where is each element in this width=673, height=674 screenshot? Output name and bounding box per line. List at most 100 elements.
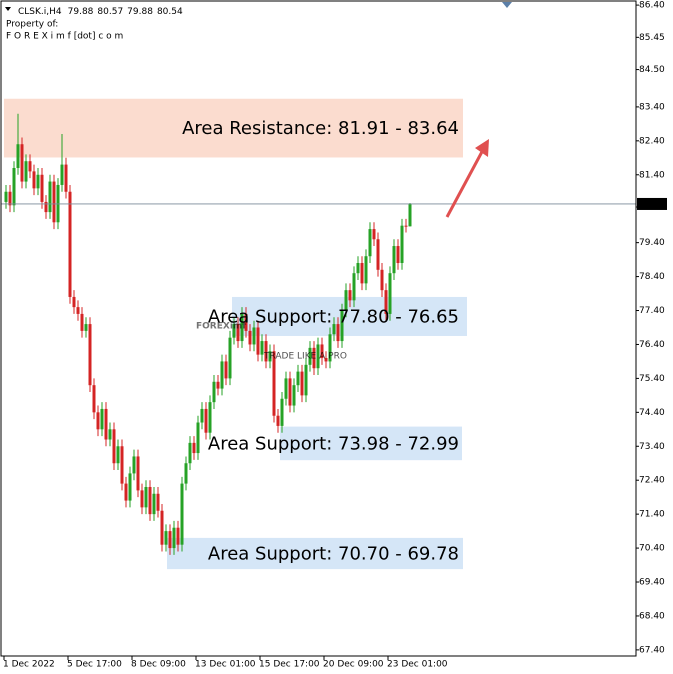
- y-tick-label: 74.40: [639, 408, 665, 418]
- y-tick-label: 77.40: [639, 306, 665, 316]
- zone-label: Area Support: 73.98 - 72.99: [208, 433, 459, 454]
- header-high: 80.57: [97, 7, 123, 17]
- price-label-box: [637, 197, 667, 210]
- candle-body: [20, 144, 24, 182]
- zone: [167, 537, 463, 570]
- y-tick-label: 81.40: [639, 170, 665, 180]
- candle-body: [32, 171, 36, 189]
- candle-body: [176, 527, 180, 545]
- candle-body: [192, 442, 196, 454]
- candle-body: [40, 174, 44, 202]
- candle-body: [144, 486, 148, 508]
- candle-body: [224, 361, 228, 379]
- candle-body: [300, 371, 304, 396]
- candle-body: [112, 429, 116, 464]
- candle-body: [244, 313, 248, 331]
- candle-body: [396, 246, 400, 264]
- y-tick-label: 75.40: [639, 374, 665, 384]
- candle-body: [156, 493, 160, 511]
- y-tick-label: 84.50: [639, 65, 665, 75]
- candle-body: [404, 225, 408, 227]
- y-tick-label: 68.40: [639, 611, 665, 621]
- candle-body: [340, 310, 344, 342]
- candle-body: [280, 398, 284, 426]
- candle-body: [216, 381, 220, 389]
- candle-body: [128, 473, 132, 501]
- candle-body: [68, 191, 72, 297]
- header-low: 79.88: [127, 7, 153, 17]
- candle-body: [400, 225, 404, 264]
- y-tick-label: 76.40: [639, 340, 665, 350]
- y-tick-label: 67.40: [639, 645, 665, 655]
- candle-body: [136, 456, 140, 491]
- candle-body: [164, 531, 168, 545]
- y-tick-label: 78.40: [639, 272, 665, 282]
- x-tick-label: 20 Dec 09:00: [323, 660, 384, 670]
- candle-body: [356, 263, 360, 274]
- watermark: FOREXimf: [196, 322, 246, 332]
- candle-body: [200, 408, 204, 423]
- menu-arrow: [5, 7, 11, 11]
- candle-body: [108, 429, 112, 440]
- candle-body: [320, 344, 324, 359]
- candle-body: [188, 442, 192, 464]
- candle-body: [284, 378, 288, 399]
- owner-note: Property of:: [6, 20, 58, 30]
- zone: [280, 426, 462, 461]
- y-tick-label: 82.40: [639, 136, 665, 146]
- x-tick-label: 8 Dec 09:00: [131, 660, 186, 670]
- shift-marker: [502, 2, 512, 8]
- candle-body: [12, 167, 16, 206]
- candle-body: [72, 296, 76, 308]
- candle-body: [28, 161, 32, 172]
- candle-body: [304, 364, 308, 396]
- candle-body: [76, 307, 80, 314]
- candle-body: [288, 378, 292, 406]
- candle-body: [48, 181, 52, 213]
- y-tick-label: 79.40: [639, 238, 665, 248]
- candle-body: [292, 385, 296, 406]
- candle-body: [368, 229, 372, 257]
- candle-body: [204, 408, 208, 433]
- candle-body: [256, 327, 260, 355]
- candle-body: [324, 358, 328, 362]
- zones: [4, 98, 467, 570]
- candle-body: [228, 337, 232, 379]
- candle-body: [352, 273, 356, 301]
- candle-body: [360, 263, 364, 284]
- plot-frame: [0, 0, 637, 657]
- y-tick-label: 69.40: [639, 578, 665, 588]
- candles: [1, 113, 636, 555]
- candle-body: [52, 181, 56, 223]
- y-tick-label: 70.40: [639, 544, 665, 554]
- candle-body: [60, 164, 64, 185]
- candle-body: [36, 174, 40, 189]
- arrow-head: [475, 139, 489, 157]
- y-tick-label: 86.40: [639, 1, 665, 11]
- header-close: 80.54: [157, 7, 183, 17]
- candle-body: [268, 351, 272, 362]
- candle-body: [92, 385, 96, 413]
- candle-body: [140, 490, 144, 508]
- y-tick-label: 71.40: [639, 510, 665, 520]
- zone-label: Area Support: 70.70 - 69.78: [208, 544, 459, 565]
- candle-body: [312, 347, 316, 369]
- x-tick-label: 23 Dec 01:00: [387, 660, 448, 670]
- candle-body: [196, 422, 200, 454]
- symbol: CLSK.i,H4: [18, 7, 62, 17]
- candle-body: [248, 330, 252, 345]
- candle-body: [116, 446, 120, 464]
- candle-body: [296, 371, 300, 386]
- candle-body: [260, 341, 264, 355]
- candle-body: [44, 201, 48, 213]
- candle-body: [384, 290, 388, 314]
- y-tick-label: 72.40: [639, 476, 665, 486]
- x-tick-label: 1 Dec 2022: [3, 660, 55, 670]
- owner-site: F O R E X i m f [dot] c o m: [6, 32, 123, 42]
- candle-body: [392, 246, 396, 274]
- candle-body: [236, 324, 240, 342]
- candle-body: [168, 531, 172, 549]
- candle-body: [264, 341, 268, 362]
